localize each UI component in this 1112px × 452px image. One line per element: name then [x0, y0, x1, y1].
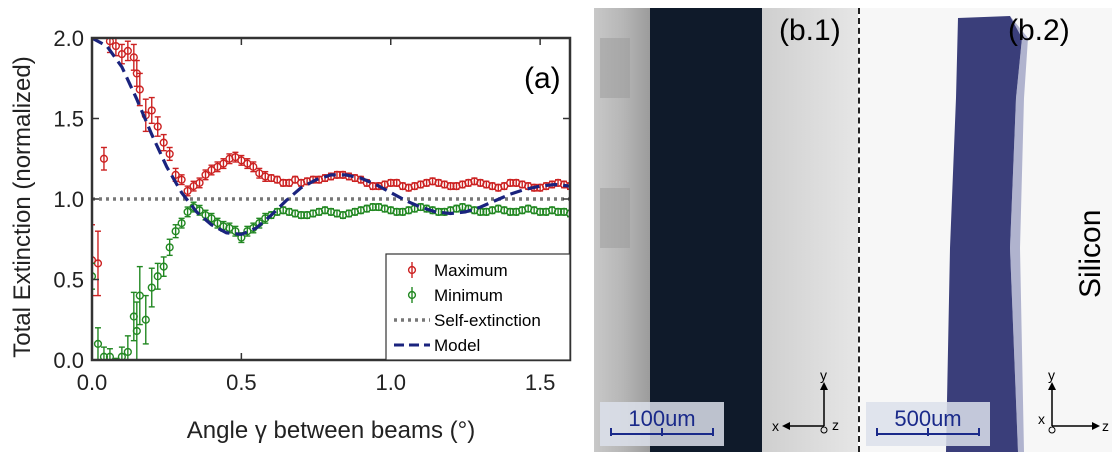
data-point-maximum [153, 122, 162, 131]
data-point-maximum [237, 156, 246, 165]
scalebar-b2-tick [978, 428, 980, 436]
y-tick-label: 0.5 [53, 268, 84, 293]
y-tick-label: 1.0 [53, 187, 84, 212]
data-point-maximum [117, 49, 126, 59]
data-point-minimum [123, 347, 132, 357]
data-point-minimum [147, 283, 156, 292]
x-tick-label: 0.5 [226, 370, 257, 395]
axis-x-b2: x [1038, 411, 1045, 427]
data-point-minimum [159, 262, 168, 271]
data-point-maximum [386, 178, 395, 188]
data-point-maximum [92, 256, 97, 265]
scalebar-b2-tick [927, 428, 929, 436]
scalebar-b1-tick [661, 428, 663, 436]
data-point-maximum [231, 153, 240, 162]
material-label: Silicon [1074, 209, 1107, 298]
plot-frame [90, 36, 572, 362]
scalebar-b2: 500um [866, 402, 990, 446]
data-point-minimum [506, 207, 515, 216]
data-point-minimum [165, 243, 174, 252]
axis-z-b2: z [1102, 418, 1109, 434]
series-line-model [92, 38, 570, 237]
micrograph-b2-image [946, 16, 1028, 452]
axis-z-b1: z [832, 417, 839, 433]
data-point-maximum [446, 182, 455, 191]
data-point-maximum [159, 138, 168, 147]
axis-y-b1: y [820, 368, 827, 383]
panel-divider [858, 8, 860, 452]
data-point-maximum [213, 162, 222, 171]
data-point-maximum [189, 182, 198, 191]
data-point-maximum [177, 175, 186, 184]
legend-swatch-minimum [407, 290, 417, 300]
axis-y-b2: y [1048, 368, 1055, 383]
data-point-minimum [99, 352, 109, 360]
extinction-chart: Total Extinction (normalized) Angle γ be… [9, 26, 572, 444]
legend-label-self-extinction: Self-extinction [434, 311, 541, 330]
scalebar-b1: 100um [600, 402, 724, 446]
data-point-maximum [506, 178, 515, 188]
data-point-maximum [111, 41, 121, 51]
x-axis-label: Angle γ between beams (°) [187, 417, 475, 444]
data-point-minimum [92, 272, 97, 281]
data-point-maximum [123, 46, 132, 55]
panel-label-a: (a) [524, 62, 561, 95]
legend-label-maximum: Maximum [434, 261, 508, 280]
legend-swatch-maximum [407, 265, 417, 275]
data-point-maximum [243, 159, 252, 168]
data-point-maximum [135, 85, 144, 94]
x-tick-label: 1.0 [375, 370, 406, 395]
data-point-minimum [177, 219, 186, 228]
micrograph-b1-image [594, 8, 858, 452]
data-point-minimum [536, 207, 545, 216]
y-tick-label: 0.0 [53, 348, 84, 373]
data-point-minimum [171, 227, 180, 236]
legend-box [385, 253, 571, 361]
x-tick-label: 1.5 [525, 370, 556, 395]
axis-x-b1: x [772, 418, 779, 434]
micrograph-b1: (b.1) 100um y x z [594, 8, 858, 452]
data-point-minimum [297, 211, 306, 220]
data-point-minimum [213, 219, 222, 228]
data-point-minimum [93, 339, 103, 349]
scalebar-b2-text: 500um [894, 406, 962, 431]
x-tick-label: 0.0 [77, 370, 108, 395]
data-point-minimum [132, 326, 141, 336]
data-point-minimum [113, 365, 120, 372]
data-point-minimum [368, 202, 377, 212]
data-point-minimum [553, 207, 563, 216]
data-point-maximum [105, 38, 115, 46]
data-point-maximum [165, 149, 174, 159]
data-point-minimum [117, 352, 126, 360]
data-point-maximum [279, 178, 288, 188]
y-tick-label: 1.5 [53, 107, 84, 132]
data-point-maximum [147, 106, 156, 115]
scalebar-b1-tick [610, 428, 612, 436]
axis-indicator-b2: y x z [1038, 368, 1109, 434]
axis-indicator-b1: y x z [772, 368, 839, 434]
data-point-minimum [105, 352, 115, 360]
data-point-minimum [225, 223, 234, 233]
data-point-maximum [195, 178, 204, 188]
panel-label-b2: (b.2) [1008, 14, 1070, 47]
data-point-maximum [207, 165, 216, 175]
plot-area [92, 38, 570, 372]
data-point-maximum [249, 162, 258, 171]
data-point-minimum [243, 227, 252, 236]
data-point-minimum [392, 207, 401, 216]
y-axis-label: Total Extinction (normalized) [9, 56, 36, 357]
legend-label-minimum: Minimum [434, 286, 503, 305]
scalebar-b2-tick [876, 428, 878, 436]
panel-label-b1: (b.1) [779, 14, 841, 47]
data-point-minimum [141, 315, 150, 324]
data-point-maximum [255, 169, 264, 178]
micrograph-b2: (b.2) Silicon 500um y x z [860, 8, 1112, 452]
legend-label-model: Model [434, 336, 480, 355]
y-tick-label: 2.0 [53, 26, 84, 51]
scalebar-b1-text: 100um [628, 406, 696, 431]
data-point-maximum [99, 154, 109, 163]
scalebar-b1-tick [712, 428, 714, 436]
